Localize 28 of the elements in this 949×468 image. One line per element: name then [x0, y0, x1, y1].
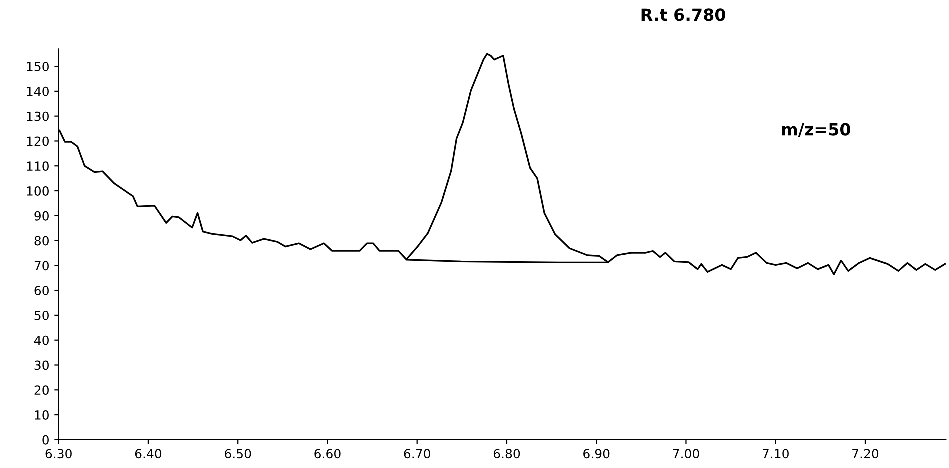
y-tick-label: 140	[27, 86, 49, 96]
text: R.t 6.780	[642, 8, 726, 22]
x-tick-label: 6.90	[584, 449, 610, 459]
y-tick-label: 10	[35, 410, 49, 420]
x-tick-label: 7.20	[852, 449, 879, 459]
y-tick-label: 120	[27, 136, 49, 146]
y-tick-label: 60	[34, 286, 49, 296]
x-tick-label: 6.40	[135, 449, 162, 459]
x-tick-label: 6.30	[46, 449, 72, 459]
y-tick-label: 110	[27, 162, 49, 172]
annotation: m/z=50	[782, 123, 850, 138]
y-tick-label: 100	[27, 186, 49, 196]
y-tick-label: 90	[34, 211, 49, 221]
y-tick-label: 80	[34, 236, 49, 246]
x-tick-label: 6.60	[314, 449, 341, 459]
y-tick-label: 40	[34, 336, 49, 346]
y-tick-label: 20	[34, 386, 49, 396]
x-tick-label: 6.70	[404, 449, 430, 459]
y-tick-label: 0	[42, 435, 49, 445]
x-tick-label: 7.10	[762, 449, 789, 459]
x-tick-label: 6.50	[225, 449, 252, 459]
y-tick-label: 150	[27, 62, 49, 72]
y-tick-label: 30	[34, 360, 49, 370]
y-tick-label: 50	[34, 310, 49, 320]
x-tick-label: 7.00	[673, 449, 700, 459]
y-tick-label: 70	[34, 261, 49, 271]
y-tick-label: 130	[27, 112, 49, 122]
x-tick-label: 6.80	[494, 449, 520, 459]
